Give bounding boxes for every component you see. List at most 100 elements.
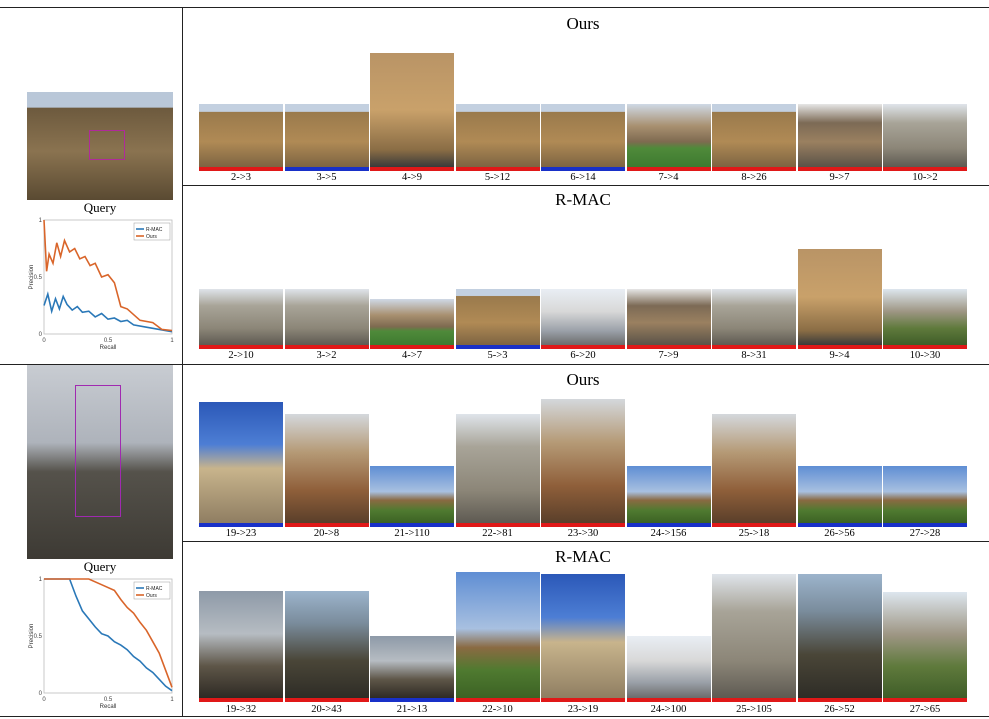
x-tick-label: 0.5 [104, 338, 113, 344]
x-tick-label: 1 [170, 338, 174, 344]
mid-rule [0, 364, 989, 365]
query-like-indicator-bar [626, 523, 711, 527]
rank-change-caption: 20->43 [311, 704, 342, 715]
result-photo [883, 466, 967, 523]
result-photo [541, 289, 625, 345]
query-like-indicator-bar [199, 523, 283, 527]
title-ours-1: Ours [566, 14, 600, 33]
query-like-indicator-bar [370, 698, 454, 702]
relevance-indicator-bar [712, 523, 796, 527]
result-thumbnail [284, 289, 369, 349]
rank-change-caption: 23->30 [567, 528, 599, 539]
y-axis-label: Precision [29, 265, 35, 290]
series-line-rmac [44, 578, 173, 692]
result-photo [455, 289, 540, 345]
relevance-indicator-bar [626, 167, 711, 171]
x-tick-label: 0.5 [104, 697, 113, 703]
relevance-indicator-bar [284, 698, 369, 702]
y-tick-label: 0.5 [34, 634, 43, 640]
result-thumbnail [199, 289, 283, 349]
result-thumbnail [455, 289, 540, 349]
result-photo [284, 289, 369, 345]
result-thumbnail [797, 466, 882, 527]
result-thumbnail [883, 104, 967, 171]
rank-change-caption: 22->10 [482, 704, 513, 715]
relevance-indicator-bar [883, 345, 967, 349]
result-thumbnail [883, 592, 967, 702]
relevance-indicator-bar [712, 345, 796, 349]
query-label-2: Query [83, 559, 117, 574]
result-photo [455, 572, 540, 698]
rank-change-caption: 9->7 [829, 172, 850, 183]
rank-change-caption: 19->32 [225, 704, 257, 715]
rank-change-caption: 20->8 [313, 528, 340, 539]
result-thumbnail [541, 399, 625, 527]
result-photo [370, 636, 454, 698]
query-image-2 [27, 365, 173, 559]
series-line-ours [43, 219, 173, 332]
result-photo [455, 104, 540, 167]
legend-label: R-MAC [146, 586, 163, 592]
result-thumbnail [370, 636, 454, 702]
result-photo [370, 466, 454, 523]
result-photo [199, 289, 283, 345]
result-photo [541, 399, 625, 523]
result-thumbnail [626, 636, 711, 702]
rank-change-caption: 5->3 [487, 350, 508, 361]
rank-change-caption: 25->18 [738, 528, 770, 539]
query-like-indicator-bar [541, 167, 625, 171]
rank-change-caption: 6->14 [570, 172, 596, 183]
result-photo [370, 299, 454, 345]
result-thumbnail [797, 249, 882, 349]
rank-change-caption: 7->9 [658, 350, 679, 361]
rank-change-caption: 10->2 [912, 172, 938, 183]
query-like-indicator-bar [284, 167, 369, 171]
rank-change-caption: 26->52 [824, 704, 855, 715]
result-thumbnail [284, 104, 369, 171]
result-photo [199, 402, 283, 523]
query-like-indicator-bar [455, 345, 540, 349]
relevance-indicator-bar [370, 345, 454, 349]
y-tick-label: 1 [39, 577, 43, 583]
result-thumbnail [712, 289, 796, 349]
rank-change-caption: 9->4 [829, 350, 850, 361]
row-divider-1 [182, 185, 989, 186]
result-thumbnail [797, 574, 882, 702]
rank-change-caption: 27->65 [909, 704, 941, 715]
query-image-1 [27, 92, 173, 200]
rank-change-caption: 21->110 [394, 528, 430, 539]
series-line-ours [44, 578, 173, 688]
result-thumbnail [199, 104, 283, 171]
relevance-indicator-bar [199, 345, 283, 349]
query-roi-box-2 [75, 385, 121, 517]
title-ours-2: Ours [566, 370, 600, 389]
relevance-indicator-bar [455, 698, 540, 702]
rank-change-caption: 10->30 [909, 350, 941, 361]
rank-change-caption: 4->7 [402, 350, 422, 361]
relevance-indicator-bar [199, 698, 283, 702]
legend-label: Ours [146, 593, 157, 599]
relevance-indicator-bar [797, 345, 882, 349]
result-photo [883, 289, 967, 345]
result-thumbnail [712, 414, 796, 527]
rank-change-caption: 8->26 [741, 172, 767, 183]
pr-chart-1: 0 0.5 1 0 0.5 1 Recall Precision R-MAC Ours [26, 216, 176, 356]
x-axis-label: Recall [100, 345, 117, 351]
relevance-indicator-bar [541, 345, 625, 349]
relevance-indicator-bar [455, 523, 540, 527]
result-photo [712, 289, 796, 345]
result-photo [797, 104, 882, 167]
result-thumbnail [797, 104, 882, 171]
result-photo [284, 104, 369, 167]
rank-change-caption: 2->3 [231, 172, 251, 183]
y-tick-label: 0.5 [34, 275, 43, 281]
rank-change-caption: 22->81 [482, 528, 513, 539]
rank-change-caption: 24->156 [650, 528, 687, 539]
relevance-indicator-bar [626, 345, 711, 349]
rank-change-caption: 5->12 [484, 172, 511, 183]
result-photo [712, 104, 796, 167]
row-divider-2 [182, 541, 989, 542]
result-thumbnail [712, 574, 796, 702]
relevance-indicator-bar [455, 167, 540, 171]
